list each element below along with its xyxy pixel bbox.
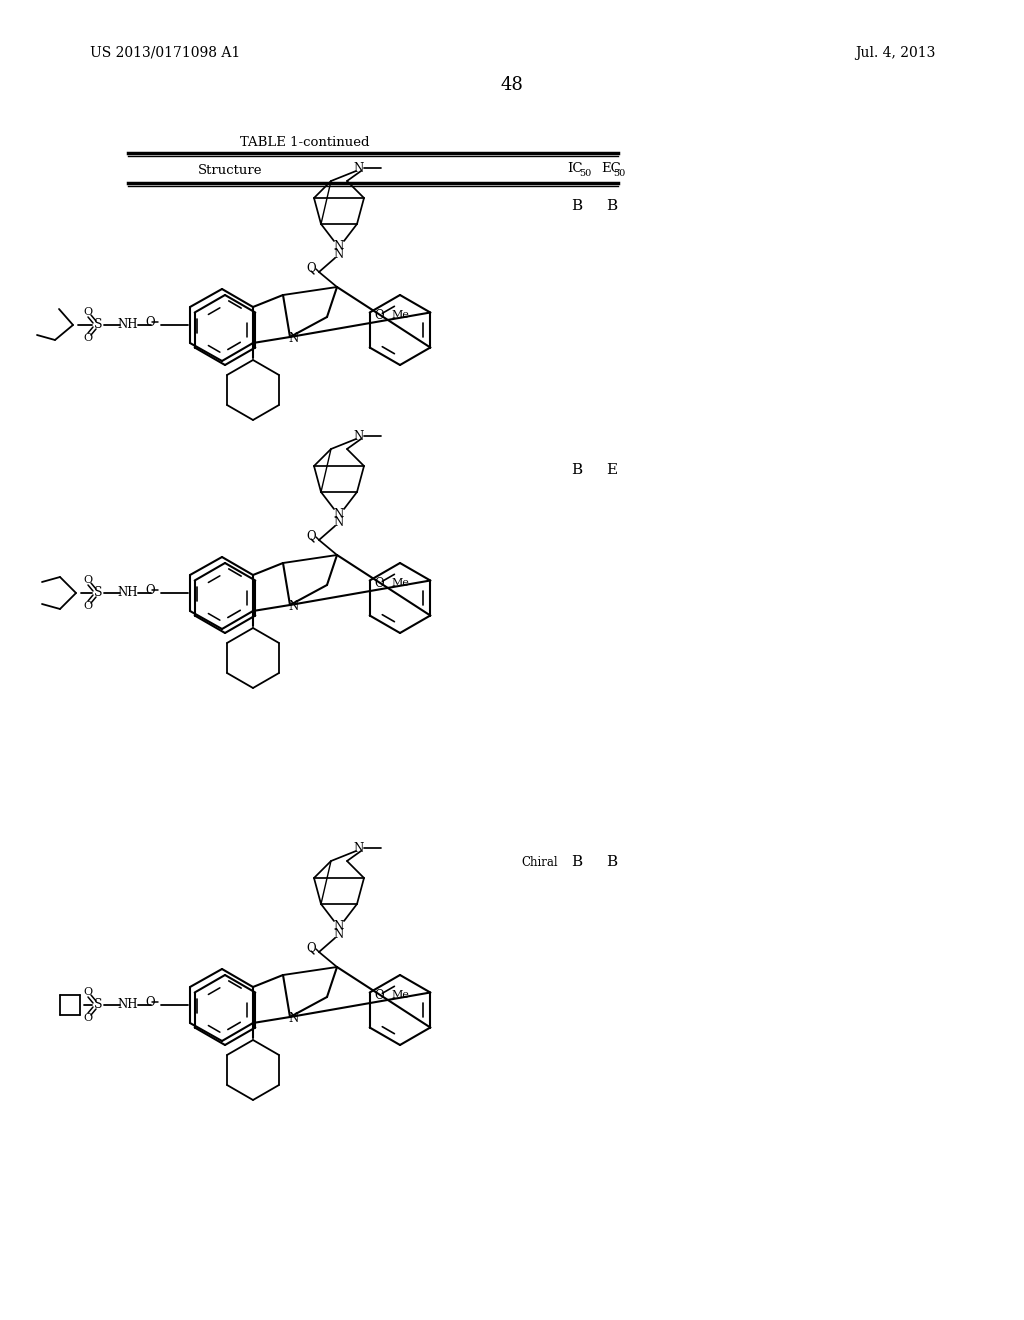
Text: O: O <box>375 309 384 322</box>
Text: EC: EC <box>601 161 621 174</box>
Text: NH: NH <box>118 318 138 331</box>
Text: NH: NH <box>118 586 138 599</box>
Text: B: B <box>571 855 583 869</box>
Text: US 2013/0171098 A1: US 2013/0171098 A1 <box>90 46 241 59</box>
Text: S: S <box>94 586 102 599</box>
Text: B: B <box>606 855 617 869</box>
Text: O: O <box>145 997 155 1010</box>
Text: Structure: Structure <box>198 165 262 177</box>
Text: O: O <box>83 576 92 585</box>
Text: O: O <box>375 577 384 590</box>
Text: N: N <box>334 239 344 252</box>
Text: N: N <box>334 920 344 932</box>
Text: O: O <box>83 308 92 317</box>
Text: Jul. 4, 2013: Jul. 4, 2013 <box>855 46 935 59</box>
Text: O: O <box>83 333 92 343</box>
Text: Me: Me <box>392 310 410 321</box>
Text: B: B <box>571 199 583 213</box>
Text: N: N <box>354 429 365 442</box>
Text: B: B <box>571 463 583 477</box>
Text: IC: IC <box>567 161 583 174</box>
Text: O: O <box>145 317 155 330</box>
Text: E: E <box>606 463 617 477</box>
Text: O: O <box>83 987 92 997</box>
Text: N: N <box>334 516 344 528</box>
Text: 50: 50 <box>579 169 591 177</box>
Text: N: N <box>289 333 299 346</box>
Text: O: O <box>145 585 155 598</box>
Text: O: O <box>306 942 315 956</box>
Text: O: O <box>375 989 384 1002</box>
Text: N: N <box>289 1012 299 1026</box>
Text: N: N <box>354 161 365 174</box>
Text: N: N <box>334 507 344 520</box>
Text: Me: Me <box>392 578 410 589</box>
Text: B: B <box>606 199 617 213</box>
Text: NH: NH <box>118 998 138 1011</box>
Text: O: O <box>306 263 315 276</box>
Text: N: N <box>334 928 344 940</box>
Text: TABLE 1-continued: TABLE 1-continued <box>241 136 370 149</box>
Text: N: N <box>334 248 344 260</box>
Text: N: N <box>354 842 365 854</box>
Text: O: O <box>306 531 315 544</box>
Text: Me: Me <box>392 990 410 1001</box>
Text: O: O <box>83 601 92 611</box>
Text: O: O <box>83 1012 92 1023</box>
Text: S: S <box>94 998 102 1011</box>
Text: Chiral: Chiral <box>521 855 558 869</box>
Text: 50: 50 <box>613 169 626 177</box>
Text: 48: 48 <box>501 77 523 94</box>
Text: S: S <box>94 318 102 331</box>
Text: N: N <box>289 601 299 614</box>
